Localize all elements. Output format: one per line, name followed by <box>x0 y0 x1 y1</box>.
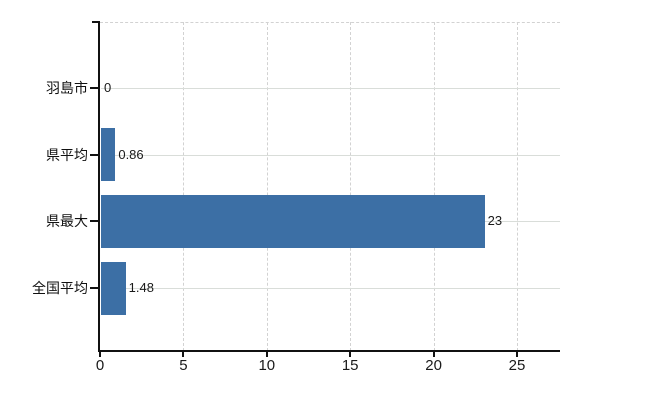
value-label: 23 <box>487 213 503 229</box>
category-tick-mark <box>90 220 98 223</box>
plot-top-border <box>100 22 560 23</box>
category-label: 県最大 <box>46 213 88 230</box>
y-axis-top-cap <box>92 21 100 23</box>
x-axis-tick-label: 10 <box>258 357 276 374</box>
category-tick-mark <box>90 87 98 89</box>
value-label: 0.86 <box>118 146 144 162</box>
gridline-horizontal <box>101 154 560 156</box>
category-tick-mark <box>90 287 98 290</box>
x-axis-tick-label: 25 <box>508 357 526 374</box>
gridline-horizontal <box>101 88 560 89</box>
gridline-horizontal <box>101 288 560 290</box>
gridline-vertical <box>350 22 352 351</box>
x-axis-line <box>98 350 560 352</box>
x-axis-tick-label: 5 <box>179 357 188 374</box>
gridline-vertical <box>517 22 518 351</box>
x-axis-tick-mark <box>182 352 185 357</box>
x-axis-tick-mark <box>516 352 518 357</box>
x-axis-tick-mark <box>99 352 101 357</box>
gridline-vertical <box>266 22 268 351</box>
bar-3 <box>101 194 485 248</box>
value-label: 1.48 <box>128 280 154 296</box>
x-axis-tick-label: 0 <box>95 357 105 374</box>
x-axis-tick-label: 15 <box>341 357 359 374</box>
x-axis-tick-mark <box>265 352 268 357</box>
bar-4 <box>101 261 126 315</box>
x-axis-tick-label: 20 <box>425 357 442 374</box>
y-axis-line <box>98 21 100 352</box>
x-axis-tick-mark <box>432 352 435 357</box>
category-tick-mark <box>90 153 98 156</box>
gridline-vertical <box>183 22 185 351</box>
category-label: 全国平均 <box>32 280 88 297</box>
x-axis-tick-mark <box>349 352 352 357</box>
category-label: 県平均 <box>46 146 88 163</box>
value-label: 0 <box>104 80 112 95</box>
category-label: 羽島市 <box>46 80 88 96</box>
bar-2 <box>101 128 116 182</box>
gridline-vertical <box>433 22 435 351</box>
